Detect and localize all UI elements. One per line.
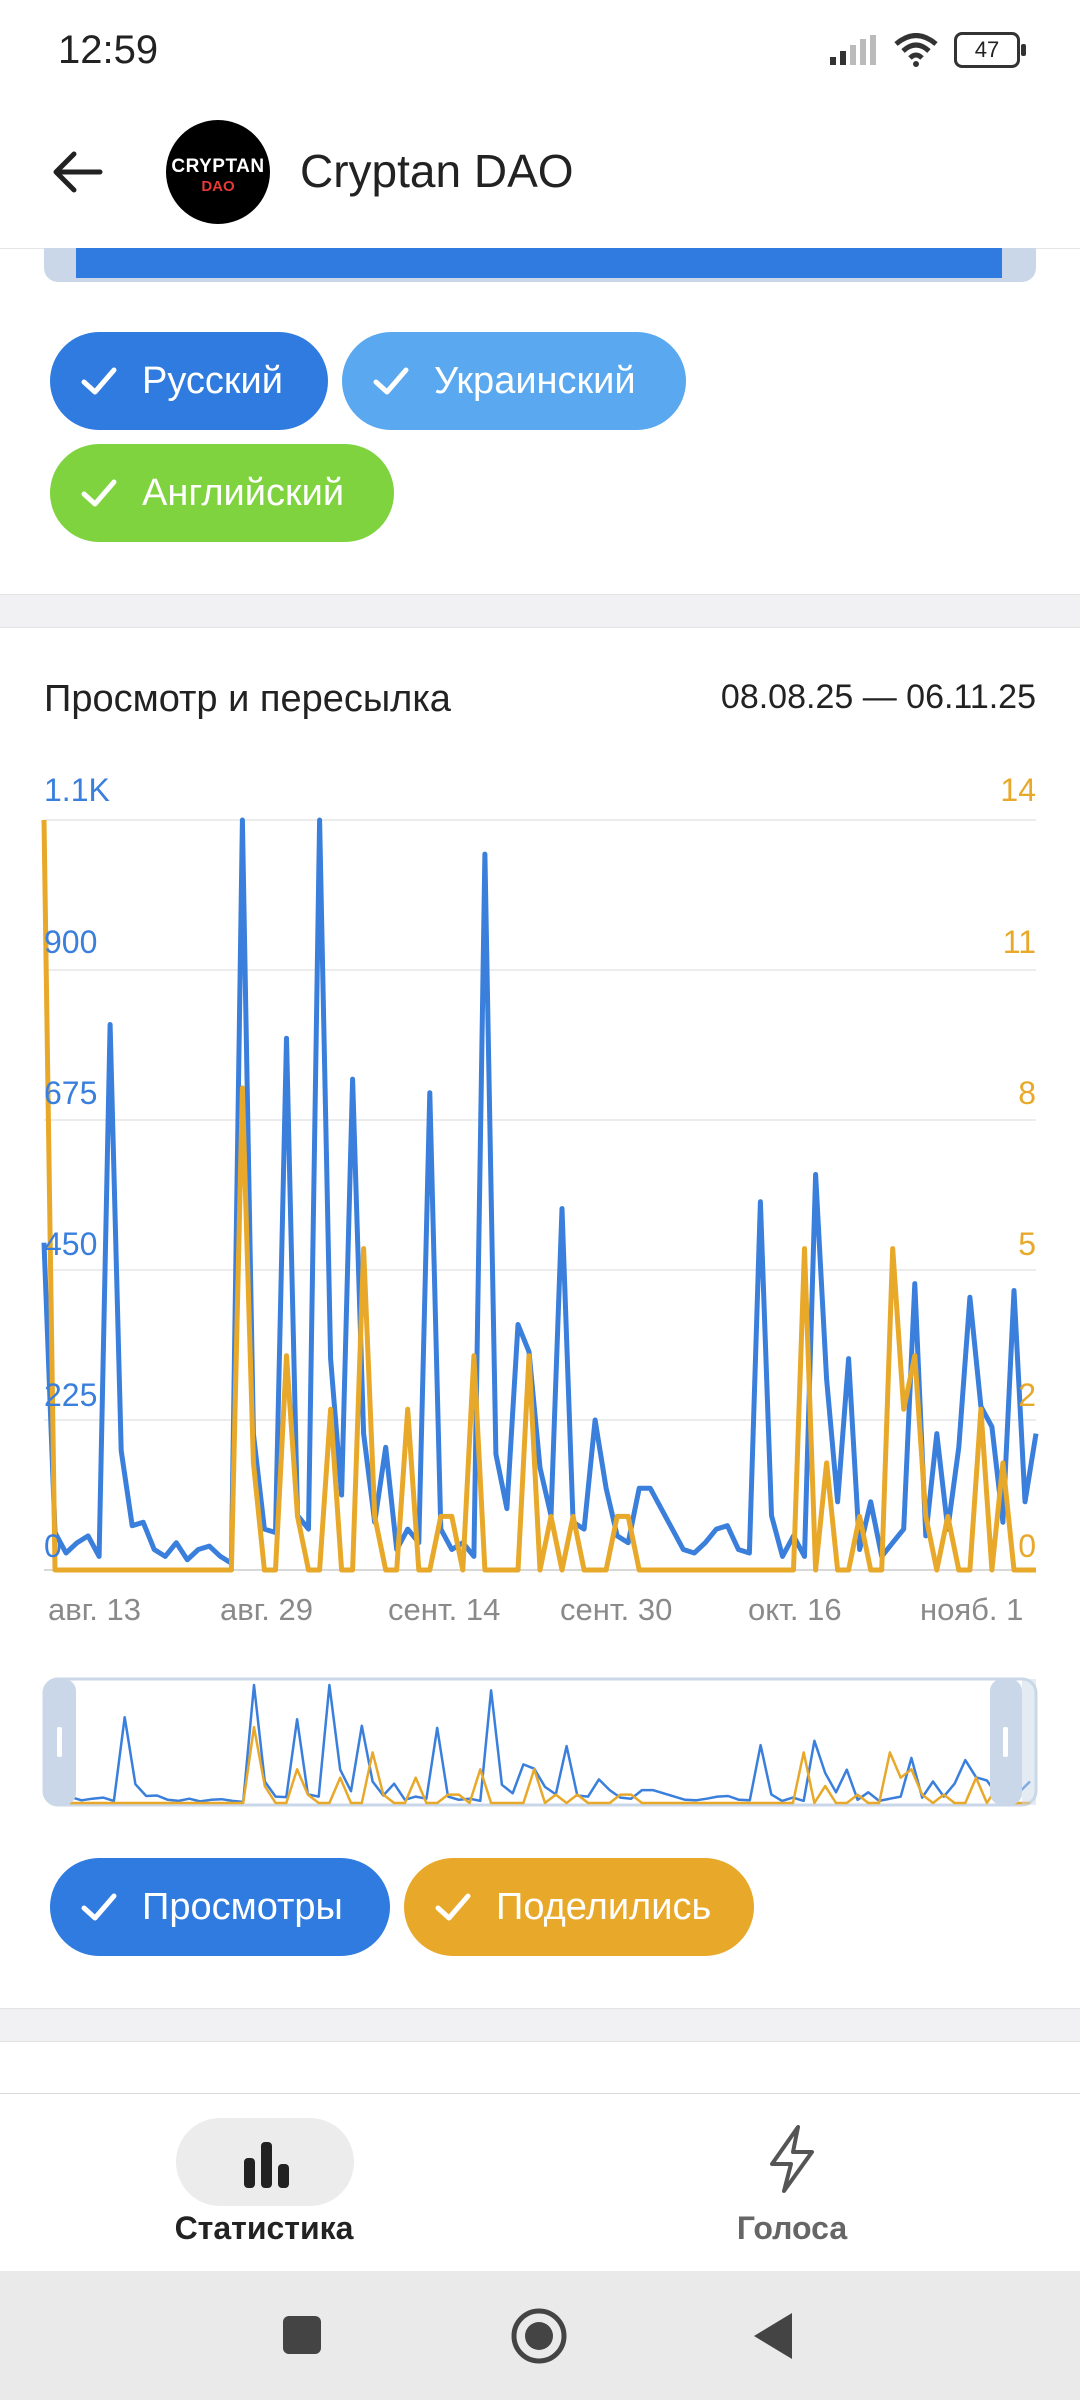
- mini-views-line: [58, 1683, 1031, 1804]
- right-axis-label: 14: [1000, 772, 1036, 808]
- left-axis-label: 0: [44, 1528, 62, 1564]
- lightning-icon: [770, 2125, 814, 2193]
- x-axis-label: авг. 29: [220, 1592, 313, 1627]
- home-button-icon[interactable]: [510, 2307, 568, 2365]
- nav-statistics-label: Статистика: [174, 2210, 354, 2246]
- left-axis-label: 225: [44, 1377, 98, 1413]
- x-axis-label: нояб. 1: [920, 1592, 1024, 1627]
- toggle-shares[interactable]: Поделились: [404, 1858, 754, 1956]
- nav-votes[interactable]: Голоса: [522, 2094, 1062, 2272]
- right-axis-label: 5: [1018, 1226, 1036, 1262]
- shares-series-line: [41, 819, 1036, 1573]
- section-divider: [0, 2008, 1080, 2042]
- bar-chart-icon: [244, 2142, 289, 2188]
- battery-icon: 47: [954, 32, 1026, 68]
- left-axis-label: 450: [44, 1226, 98, 1262]
- navigator-outside-mask: [1022, 1679, 1036, 1805]
- nav-statistics[interactable]: Статистика: [24, 2094, 564, 2272]
- chip-label: Английский: [142, 471, 345, 514]
- avatar-logo-text: CRYPTAN: [171, 156, 265, 177]
- x-axis-label: авг. 13: [48, 1592, 141, 1627]
- chip-label: Украинский: [434, 359, 636, 402]
- avatar-logo-subtext: DAO: [201, 178, 235, 195]
- right-axis-label: 2: [1018, 1377, 1036, 1413]
- check-icon: [373, 367, 409, 395]
- page-title: Cryptan DAO: [300, 145, 574, 197]
- right-axis-label: 0: [1018, 1528, 1036, 1564]
- x-axis-label: сент. 14: [388, 1592, 501, 1627]
- section-divider: [0, 594, 1080, 628]
- previous-chart-navigator[interactable]: [44, 248, 1036, 282]
- check-icon: [435, 1893, 471, 1921]
- language-chip-ukrainian[interactable]: Украинский: [342, 332, 686, 430]
- handle-grip-icon: [57, 1727, 62, 1757]
- left-axis-label: 900: [44, 924, 98, 960]
- chip-label: Просмотры: [142, 1885, 343, 1928]
- signal-icon: [830, 35, 876, 65]
- bottom-navigation: Статистика Голоса: [0, 2093, 1080, 2272]
- system-navigation-bar: [0, 2271, 1080, 2400]
- left-axis-label: 675: [44, 1075, 98, 1111]
- chart-date-range[interactable]: 08.08.25 — 06.11.25: [720, 678, 1036, 716]
- mini-shares-line: [58, 1684, 1030, 1805]
- channel-avatar: CRYPTAN DAO: [166, 120, 270, 224]
- handle-grip-icon: [1003, 1727, 1008, 1757]
- left-axis-label: 1.1K: [44, 772, 110, 808]
- check-icon: [81, 367, 117, 395]
- toggle-views[interactable]: Просмотры: [50, 1858, 390, 1956]
- back-button-icon[interactable]: [752, 2311, 794, 2361]
- check-icon: [81, 1893, 117, 1921]
- app-bar: CRYPTAN DAO Cryptan DAO: [0, 100, 1080, 249]
- check-icon: [81, 479, 117, 507]
- right-axis-label: 8: [1018, 1075, 1036, 1111]
- views-series-line: [41, 817, 1039, 1566]
- x-axis-label: сент. 30: [560, 1592, 673, 1627]
- chart-title: Просмотр и пересылка: [44, 678, 451, 720]
- back-arrow-icon[interactable]: [48, 142, 108, 202]
- x-axis-label: окт. 16: [748, 1592, 842, 1627]
- status-icons: 47: [830, 32, 1026, 68]
- status-bar: 12:59 47: [0, 0, 1080, 100]
- recents-button-icon[interactable]: [282, 2315, 322, 2355]
- chip-label: Русский: [142, 359, 283, 402]
- chip-label: Поделились: [496, 1885, 712, 1928]
- language-chip-english[interactable]: Английский: [50, 444, 394, 542]
- clock: 12:59: [58, 28, 159, 72]
- nav-votes-label: Голоса: [736, 2210, 848, 2246]
- chart-range-navigator[interactable]: [0, 1675, 1080, 1810]
- language-chip-russian[interactable]: Русский: [50, 332, 328, 430]
- views-shares-chart[interactable]: [0, 760, 1080, 1580]
- wifi-icon: [894, 33, 938, 67]
- right-axis-label: 11: [1002, 924, 1036, 960]
